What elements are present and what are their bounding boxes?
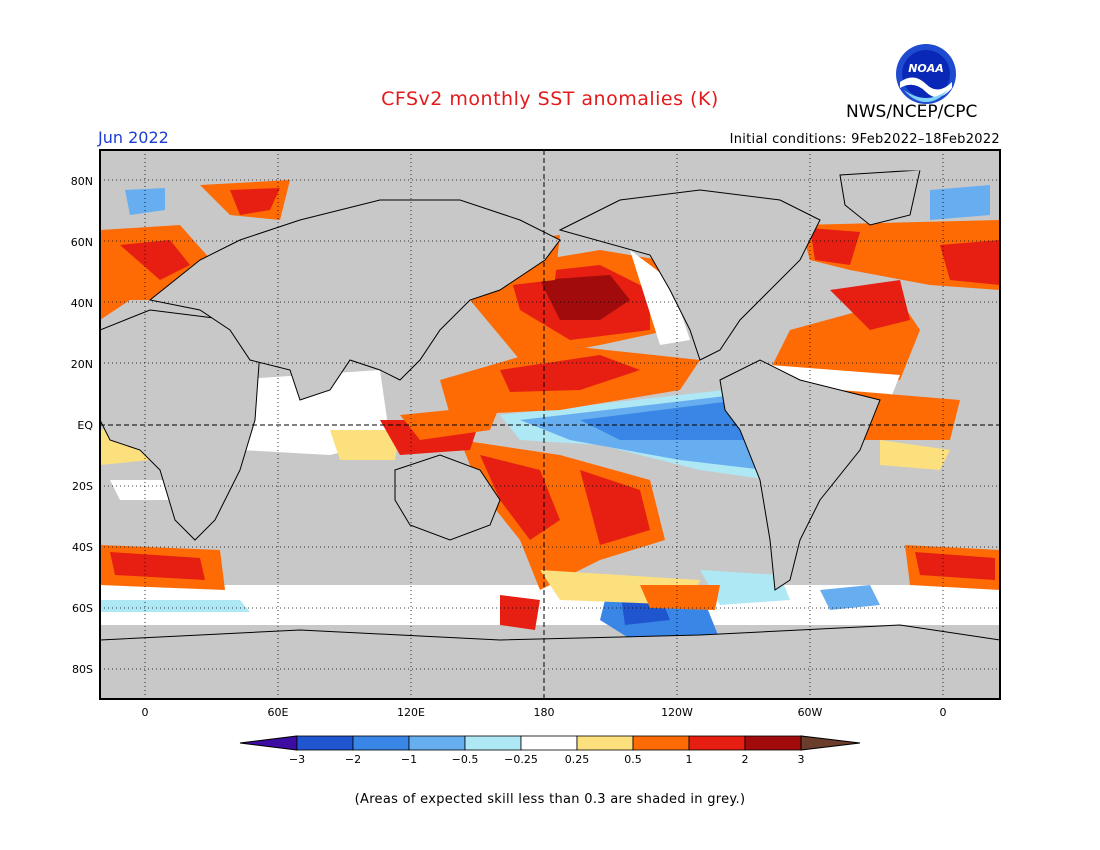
lat-label: 20N [71,358,93,371]
lat-label: EQ [77,419,93,432]
colorbar-bin [296,735,354,751]
north-america [558,189,821,361]
colorbar-bin [520,735,578,751]
colorbar-label: −2 [345,753,361,766]
longitude-labels: 0 60E 120E 180 120W 60W 0 [142,706,947,719]
colorbar-bin [632,735,690,751]
map-title: CFSv2 monthly SST anomalies (K) [381,88,719,110]
colorbar-label: −3 [289,753,305,766]
colorbar-label: 3 [798,753,805,766]
colorbar-label: −0.25 [504,753,538,766]
lon-label: 120E [397,706,425,719]
australia [394,454,501,541]
colorbar-label: −1 [401,753,417,766]
lon-label: 120W [661,706,693,719]
footnote: (Areas of expected skill less than 0.3 a… [354,792,746,807]
colorbar-bin [352,735,410,751]
equator-dateline [100,150,1000,699]
lon-label: 0 [142,706,149,719]
colorbar-bin [408,735,466,751]
lon-label: 60E [268,706,289,719]
logo-text: NOAA [908,62,944,75]
lon-label: 60W [798,706,823,719]
colorbar-bin [688,735,746,751]
latitude-labels: 80N 60N 40N 20N EQ 20S 40S 60S 80S [71,175,94,676]
south-america [719,359,881,591]
lat-label: 60N [71,236,93,249]
colorbar-bin [576,735,634,751]
colorbar: −3 −2 −1 −0.5 −0.25 0.25 0.5 1 2 3 [239,735,861,766]
lat-label: 80N [71,175,93,188]
greenland [839,169,921,226]
agency-label: NWS/NCEP/CPC [846,102,978,122]
lat-label: 80S [72,663,93,676]
noaa-logo: NOAA [896,44,956,104]
antarctica [100,624,1000,699]
colorbar-label: 0.25 [565,753,590,766]
continents [100,152,1000,699]
colorbar-min-arrow [239,735,298,751]
lon-label: 180 [534,706,555,719]
eurasia [148,199,561,401]
colorbar-bin [744,735,802,751]
colorbar-label: −0.5 [452,753,479,766]
colorbar-label: 1 [686,753,693,766]
lat-label: 20S [72,480,93,493]
colorbar-label: 2 [742,753,749,766]
lat-label: 60S [72,602,93,615]
colorbar-label: 0.5 [624,753,642,766]
colorbar-max-arrow [800,735,861,751]
lat-label: 40N [71,297,93,310]
lat-label: 40S [72,541,93,554]
colorbar-bin [464,735,522,751]
map-frame [99,149,1001,700]
initial-conditions: Initial conditions: 9Feb2022–18Feb2022 [729,132,1000,147]
forecast-month: Jun 2022 [98,128,169,147]
lon-label: 0 [940,706,947,719]
